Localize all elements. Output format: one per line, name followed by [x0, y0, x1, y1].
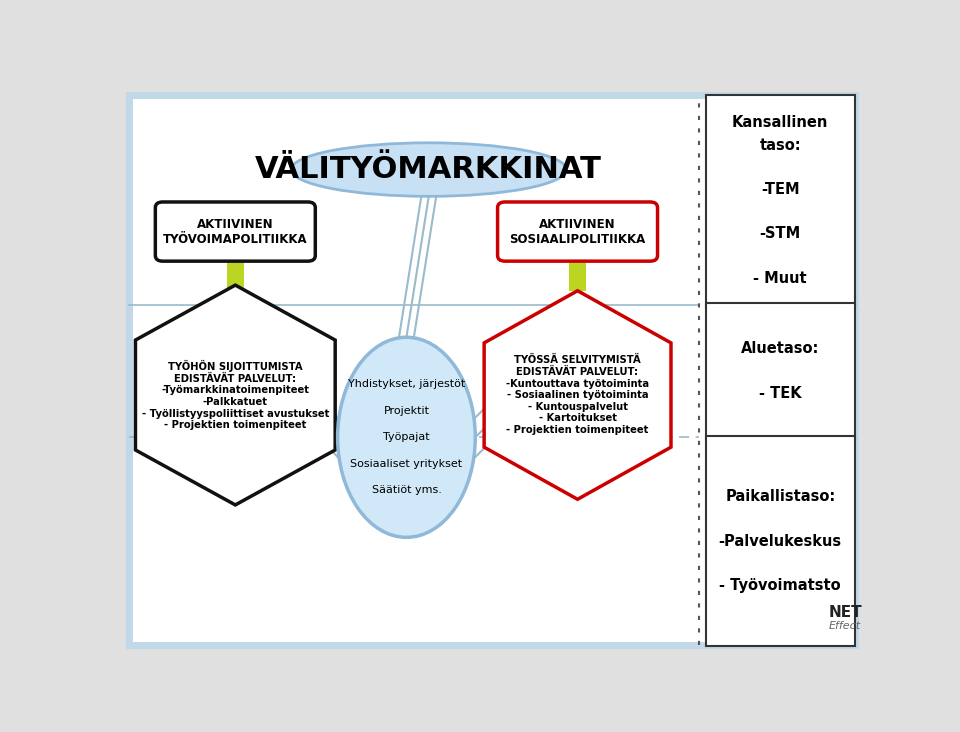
FancyBboxPatch shape: [129, 94, 855, 645]
Text: AKTIIVINEN
TYÖVOIMAPOLITIIKKA: AKTIIVINEN TYÖVOIMAPOLITIIKKA: [163, 217, 307, 245]
Polygon shape: [135, 285, 335, 505]
FancyBboxPatch shape: [706, 94, 855, 307]
Text: TYÖHÖN SIJOITTUMISTA
EDISTÄVÄT PALVELUT:
-Työmarkkinatoimenpiteet
-Palkkatuet
- : TYÖHÖN SIJOITTUMISTA EDISTÄVÄT PALVELUT:…: [142, 360, 329, 430]
Text: AKTIIVINEN
SOSIAALIPOLITIIKKA: AKTIIVINEN SOSIAALIPOLITIIKKA: [510, 217, 646, 245]
Ellipse shape: [338, 337, 475, 537]
Text: TYÖSSÄ SELVITYMISTÄ
EDISTÄVÄT PALVELUT:
-Kuntouttava työtoiminta
- Sosiaalinen t: TYÖSSÄ SELVITYMISTÄ EDISTÄVÄT PALVELUT: …: [506, 355, 649, 435]
Bar: [569, 255, 586, 291]
Bar: [228, 255, 244, 291]
Text: Yhdistykset, järjestöt

Projektit

Työpajat

Sosiaaliset yritykset

Säätiöt yms.: Yhdistykset, järjestöt Projektit Työpaja…: [348, 379, 465, 495]
FancyBboxPatch shape: [156, 202, 315, 261]
Ellipse shape: [291, 143, 566, 196]
FancyBboxPatch shape: [497, 202, 658, 261]
Text: Paikallistaso:

-Palvelukeskus

- Työvoimatsto: Paikallistaso: -Palvelukeskus - Työvoima…: [719, 489, 842, 593]
Text: NET: NET: [829, 605, 863, 619]
Text: VÄLITYÖMARKKINAT: VÄLITYÖMARKKINAT: [255, 155, 602, 184]
Polygon shape: [484, 291, 671, 499]
FancyBboxPatch shape: [706, 436, 855, 646]
Text: Kansallinen
taso:

-TEM

-STM

- Muut: Kansallinen taso: -TEM -STM - Muut: [732, 116, 828, 285]
Text: Effect: Effect: [829, 621, 861, 631]
FancyBboxPatch shape: [706, 303, 855, 439]
Text: Aluetaso:

- TEK: Aluetaso: - TEK: [741, 341, 820, 400]
